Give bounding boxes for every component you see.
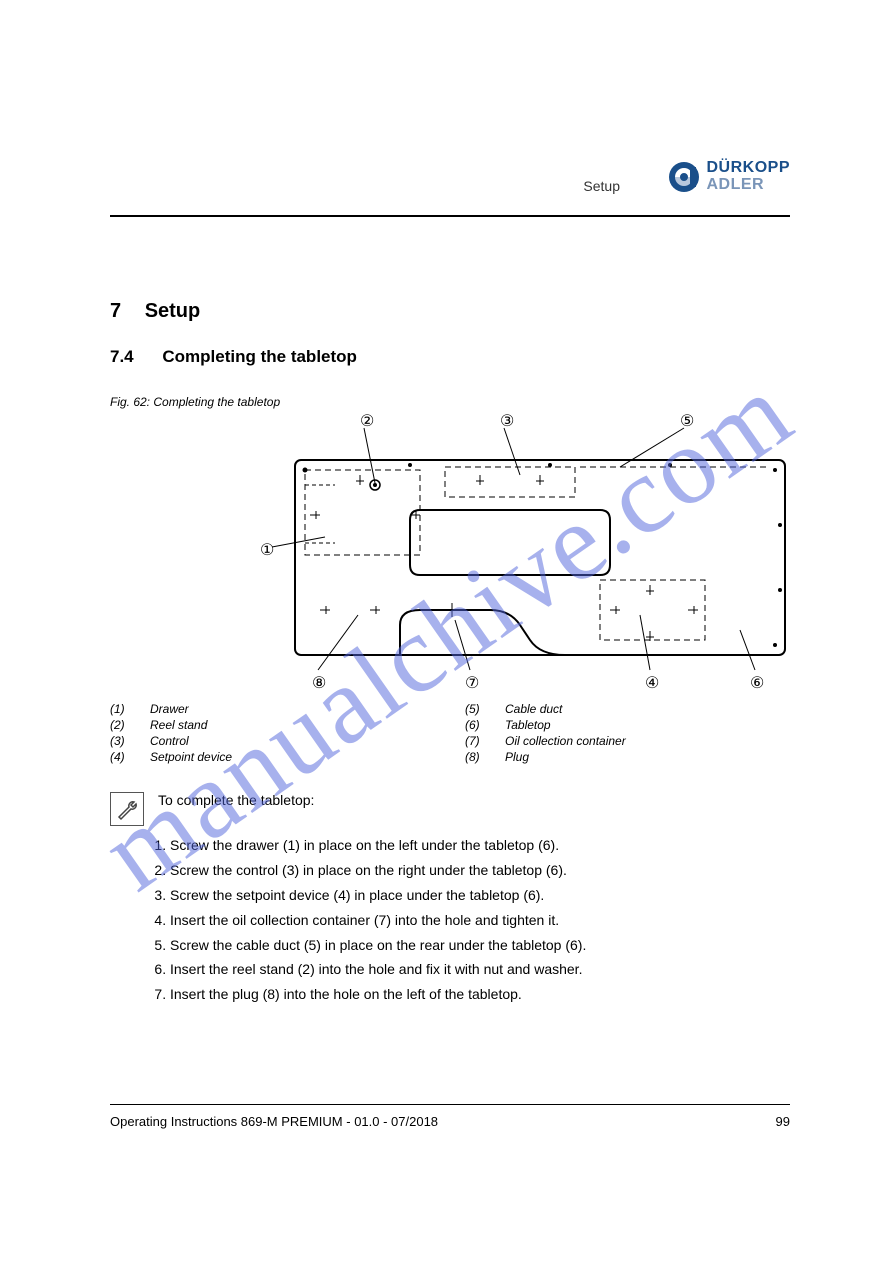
- step-item: Insert the oil collection container (7) …: [170, 911, 790, 930]
- chapter-number: 7: [110, 300, 121, 322]
- instruction-lead-text: To complete the tabletop:: [158, 792, 314, 826]
- callout-6: ⑥: [750, 673, 764, 693]
- callout-4: ④: [645, 673, 659, 693]
- step-item: Screw the cable duct (5) in place on the…: [170, 936, 790, 955]
- section-heading: 7.4 Completing the tabletop: [110, 347, 790, 367]
- brand-logo: DÜRKOPP ADLER: [668, 160, 790, 194]
- callout-2: ②: [360, 411, 374, 431]
- step-item: Screw the drawer (1) in place on the lef…: [170, 836, 790, 855]
- page-footer: Operating Instructions 869-M PREMIUM - 0…: [110, 1114, 790, 1129]
- figure-caption-title: Completing the tabletop: [153, 395, 280, 409]
- legend-item: (2)Reel stand: [110, 718, 435, 732]
- brand-name-line2: ADLER: [706, 177, 790, 194]
- figure-diagram: ② ③ ⑤ ① ⑧ ⑦ ④ ⑥: [250, 415, 790, 690]
- callout-7: ⑦: [465, 673, 479, 693]
- footer-page-number: 99: [776, 1114, 790, 1129]
- running-head-title: Setup: [583, 178, 620, 194]
- section-title: Completing the tabletop: [162, 347, 357, 366]
- step-item: Screw the setpoint device (4) in place u…: [170, 886, 790, 905]
- callout-3: ③: [500, 411, 514, 431]
- footer-rule: [110, 1104, 790, 1105]
- chapter-heading: 7 Setup: [110, 300, 790, 323]
- legend-item: (3)Control: [110, 734, 435, 748]
- brand-mark-icon: [668, 161, 700, 193]
- instruction-row: To complete the tabletop:: [110, 792, 790, 826]
- section-number: 7.4: [110, 347, 134, 366]
- wrench-icon: [110, 792, 144, 826]
- figure-legend: (1)Drawer (5)Cable duct (2)Reel stand (6…: [110, 702, 790, 764]
- tabletop-diagram-svg: [250, 415, 790, 690]
- step-item: Screw the control (3) in place on the ri…: [170, 861, 790, 880]
- steps-list: Screw the drawer (1) in place on the lef…: [110, 836, 790, 1004]
- brand-name-line1: DÜRKOPP: [706, 160, 790, 177]
- legend-item: (7)Oil collection container: [465, 734, 790, 748]
- legend-item: (6)Tabletop: [465, 718, 790, 732]
- header-rule: [110, 215, 790, 217]
- footer-left-text: Operating Instructions 869-M PREMIUM - 0…: [110, 1114, 438, 1129]
- callout-1: ①: [260, 540, 274, 560]
- legend-item: (5)Cable duct: [465, 702, 790, 716]
- legend-item: (4)Setpoint device: [110, 750, 435, 764]
- figure-caption-prefix: Fig. 62:: [110, 395, 150, 409]
- page-header: Setup DÜRKOPP ADLER: [110, 160, 790, 240]
- callout-8: ⑧: [312, 673, 326, 693]
- step-item: Insert the reel stand (2) into the hole …: [170, 960, 790, 979]
- page-content: Setup DÜRKOPP ADLER 7 Setup 7.4 Completi…: [110, 160, 790, 1010]
- legend-item: (8)Plug: [465, 750, 790, 764]
- step-item: Insert the plug (8) into the hole on the…: [170, 985, 790, 1004]
- figure-caption: Fig. 62: Completing the tabletop: [110, 395, 790, 409]
- chapter-title: Setup: [145, 300, 201, 322]
- legend-item: (1)Drawer: [110, 702, 435, 716]
- callout-5: ⑤: [680, 411, 694, 431]
